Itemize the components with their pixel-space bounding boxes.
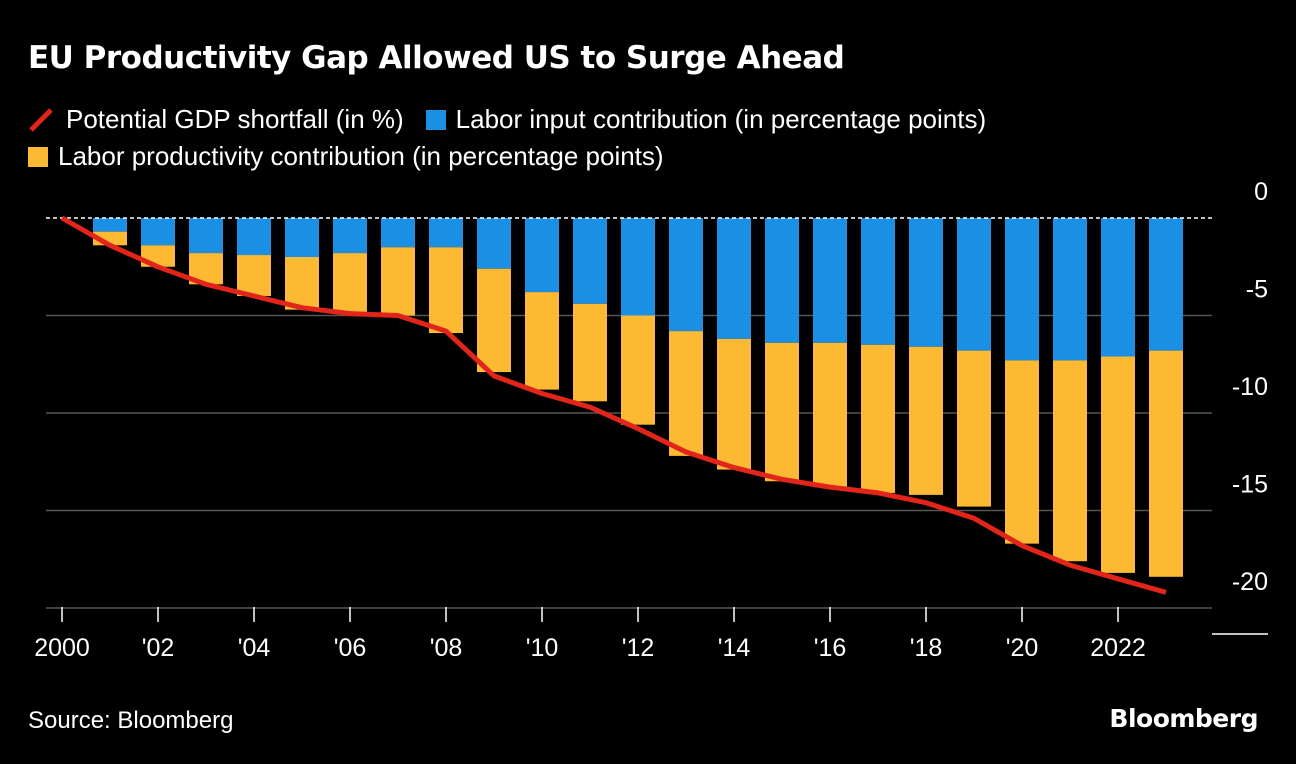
y-tick-label: 0 <box>1254 178 1268 206</box>
legend-item-blue: Labor input contribution (in percentage … <box>425 104 987 135</box>
source-note: Source: Bloomberg <box>28 707 234 734</box>
chart-title: EU Productivity Gap Allowed US to Surge … <box>28 40 845 76</box>
bar-labor-productivity <box>909 346 943 495</box>
legend-row-2: Labor productivity contribution (in perc… <box>28 141 686 172</box>
bar-labor-productivity <box>333 253 367 314</box>
legend-label-blue: Labor input contribution (in percentage … <box>455 104 987 134</box>
bar-labor-input <box>717 218 751 339</box>
bar-labor-input <box>573 218 607 304</box>
bar-labor-input <box>237 218 271 256</box>
legend-row-1: Potential GDP shortfall (in %) Labor inp… <box>28 104 1008 135</box>
y-tick-label: -5 <box>1246 276 1268 304</box>
legend-item-yellow: Labor productivity contribution (in perc… <box>28 141 664 172</box>
x-tick-label: '18 <box>910 634 943 662</box>
x-tick-label: '10 <box>526 634 559 662</box>
bar-labor-input <box>813 218 847 343</box>
x-tick-label: '20 <box>1006 634 1039 662</box>
bar-labor-productivity <box>525 292 559 390</box>
x-tick-label: '02 <box>142 634 175 662</box>
y-tick-label: -10 <box>1232 373 1268 401</box>
bar-labor-input <box>285 218 319 257</box>
bar-labor-productivity <box>285 257 319 310</box>
x-tick-label: '04 <box>238 634 271 662</box>
bar-labor-productivity <box>573 303 607 402</box>
bar-labor-input <box>861 218 895 345</box>
x-tick-label: '14 <box>718 634 751 662</box>
legend-label-line: Potential GDP shortfall (in %) <box>66 104 404 134</box>
bar-labor-input <box>1149 218 1183 351</box>
brand-logo: Bloomberg <box>1109 704 1258 733</box>
bar-labor-productivity <box>669 331 703 456</box>
x-tick-label: 2000 <box>34 634 90 662</box>
bar-labor-productivity <box>237 255 271 296</box>
bar-labor-input <box>381 218 415 248</box>
bar-labor-input <box>1053 218 1087 361</box>
legend-item-line: Potential GDP shortfall (in %) <box>28 104 404 135</box>
bar-labor-input <box>525 218 559 293</box>
bar-labor-input <box>621 218 655 316</box>
bar-labor-input <box>957 218 991 351</box>
x-tick-label: 2022 <box>1090 634 1146 662</box>
x-tick-label: '16 <box>814 634 847 662</box>
bar-labor-input <box>669 218 703 332</box>
bar-labor-productivity <box>717 338 751 470</box>
bar-labor-productivity <box>1053 360 1087 562</box>
x-tick-label: '06 <box>334 634 367 662</box>
bar-labor-input <box>141 218 175 246</box>
bar-labor-input <box>909 218 943 347</box>
bar-labor-input <box>477 218 511 269</box>
bar-labor-input <box>1005 218 1039 361</box>
legend-label-yellow: Labor productivity contribution (in perc… <box>58 141 664 171</box>
gdp-shortfall-line <box>60 215 1167 595</box>
y-tick-label: -20 <box>1232 568 1268 596</box>
bar-labor-productivity <box>813 342 847 488</box>
legend-square-icon-yellow <box>28 146 48 167</box>
bar-labor-input <box>765 218 799 343</box>
bar-labor-productivity <box>429 247 463 334</box>
bar-labor-productivity <box>1149 350 1183 577</box>
bar-labor-input <box>93 218 127 232</box>
bar-labor-productivity <box>957 350 991 507</box>
bar-labor-productivity <box>1005 360 1039 544</box>
y-tick-label: -15 <box>1232 471 1268 499</box>
bar-labor-productivity <box>477 268 511 373</box>
bar-labor-input <box>333 218 367 254</box>
bar-labor-input <box>1101 218 1135 357</box>
bar-labor-productivity <box>1101 356 1135 573</box>
x-tick-label: '12 <box>622 634 655 662</box>
bar-labor-productivity <box>765 342 799 482</box>
bar-labor-input <box>429 218 463 248</box>
bar-labor-input <box>189 218 223 254</box>
bar-labor-productivity <box>381 247 415 316</box>
legend-square-icon-blue <box>425 109 446 130</box>
x-tick-label: '08 <box>430 634 463 662</box>
bar-labor-productivity <box>861 344 895 493</box>
bar-labor-productivity <box>621 315 655 425</box>
legend-line-icon <box>29 107 53 132</box>
